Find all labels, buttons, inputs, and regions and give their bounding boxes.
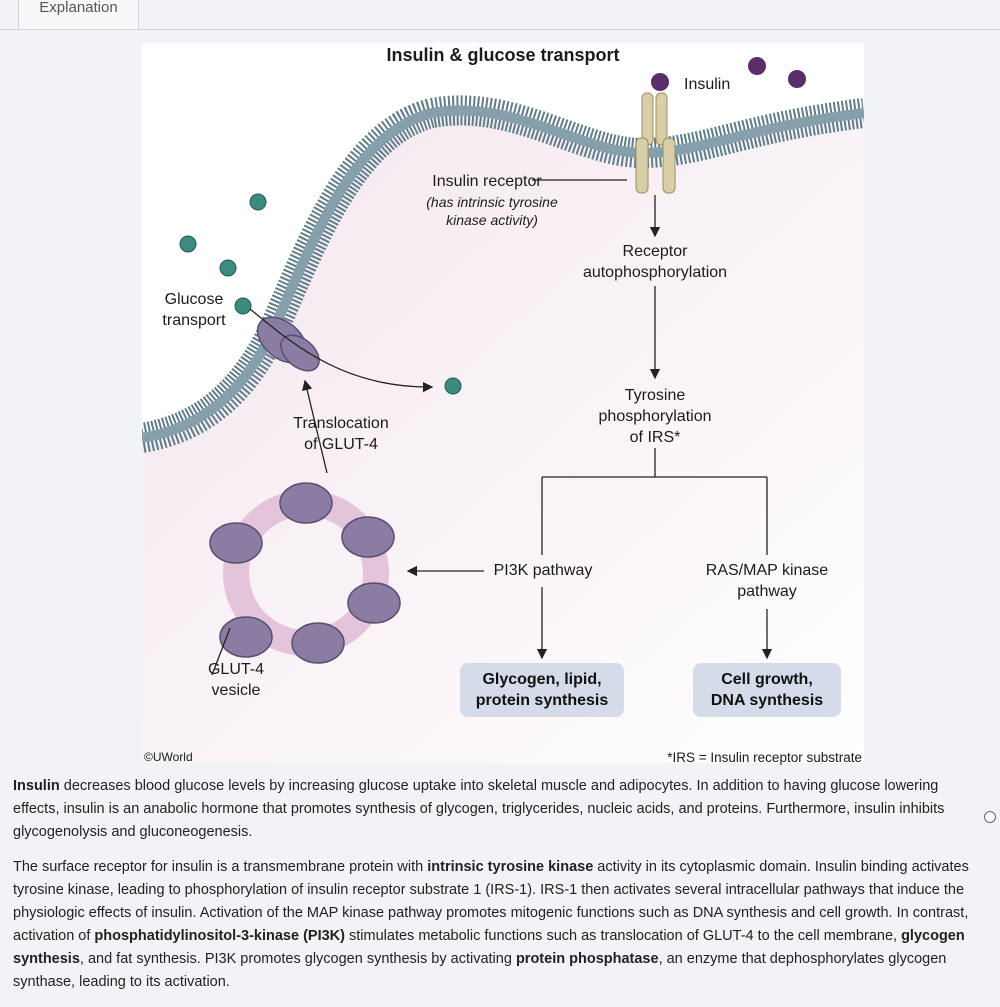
glucose-transport-line1: Glucose: [164, 291, 224, 308]
glycogen-synthesis-bold: glycogen synthesis: [13, 928, 965, 967]
cytoplasm-region: [142, 110, 864, 763]
insulin-bold: Insulin: [13, 778, 60, 794]
tyrosine-kinase-bold: intrinsic tyrosine kinase: [427, 859, 594, 875]
protein-phosphatase-bold: protein phosphatase: [515, 951, 659, 967]
cell-growth-box-line2: DNA synthesis: [710, 692, 824, 709]
glut4-membrane-transporter: [256, 316, 320, 372]
insulin-molecule: [788, 70, 806, 88]
cell-growth-box-line1: Cell growth,: [721, 671, 813, 688]
receptor-note-line2: kinase activity): [446, 212, 538, 228]
tab-explanation[interactable]: Explanation: [18, 0, 139, 29]
irs-footnote: *IRS = Insulin receptor substrate: [667, 750, 862, 765]
glut4-vesicle: [209, 482, 401, 664]
insulin-molecule: [651, 73, 669, 91]
vesicle-label-line2: vesicle: [211, 682, 261, 699]
glucose-transport-line2: transport: [162, 312, 226, 329]
autophosphorylation-line2: autophosphorylation: [582, 264, 728, 281]
pi3k-bold: phosphatidylinositol-3-kinase (PI3K): [94, 928, 345, 944]
copyright: ©UWorld: [144, 750, 193, 764]
ras-map-line2: pathway: [737, 583, 797, 600]
tab-bar: Explanation: [0, 0, 1000, 30]
pi3k-pathway-label: PI3K pathway: [493, 562, 593, 579]
glucose-molecules: [179, 193, 462, 395]
insulin-glucose-figure: Insulin & glucose transport Insulin Insu…: [142, 43, 864, 765]
tyrosine-phos-line1: Tyrosine: [624, 387, 686, 404]
scroll-handle[interactable]: [984, 811, 996, 823]
glycogen-box-line1: Glycogen, lipid,: [482, 671, 602, 688]
insulin-label: Insulin: [684, 76, 731, 93]
tyrosine-phos-line3: of IRS*: [629, 429, 681, 446]
vesicle-label-line1: GLUT-4: [207, 661, 264, 678]
insulin-receptor: [635, 92, 676, 194]
explanation-paragraph-1: Insulin decreases blood glucose levels b…: [13, 778, 945, 840]
cell-growth-box: Cell growth, DNA synthesis: [693, 663, 841, 717]
explanation-paragraph-2: The surface receptor for insulin is a tr…: [13, 859, 969, 990]
insulin-receptor-label: Insulin receptor: [432, 173, 542, 190]
receptor-note-line1: (has intrinsic tyrosine: [426, 194, 558, 210]
figure-title: Insulin & glucose transport: [386, 45, 620, 65]
translocation-line1: Translocation: [293, 415, 389, 432]
autophosphorylation-line1: Receptor: [622, 243, 688, 260]
insulin-molecule: [748, 57, 766, 75]
glycogen-synthesis-box: Glycogen, lipid, protein synthesis: [460, 663, 624, 717]
glycogen-box-line2: protein synthesis: [475, 692, 609, 709]
translocation-line2: of GLUT-4: [304, 436, 378, 453]
glucose-transport-arrow: [249, 308, 434, 393]
translocation-arrow: [302, 379, 328, 474]
figure-illustration: [142, 57, 864, 763]
tyrosine-phos-line2: phosphorylation: [598, 408, 712, 425]
ras-map-line1: RAS/MAP kinase: [705, 562, 829, 579]
